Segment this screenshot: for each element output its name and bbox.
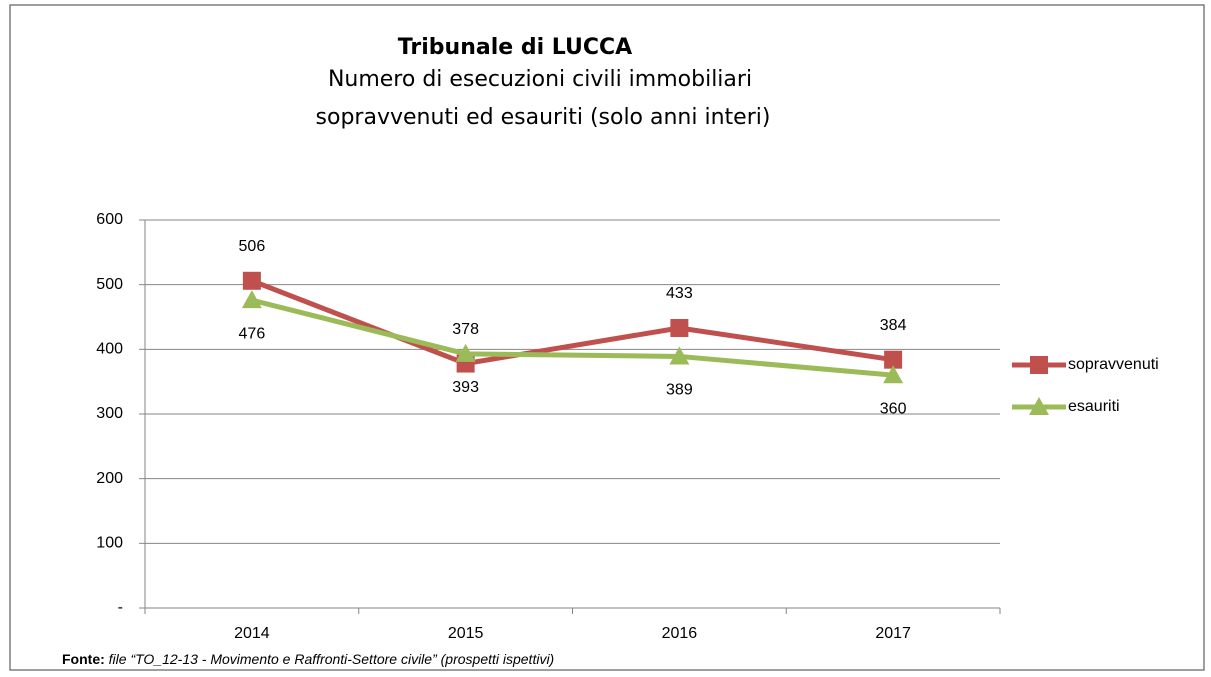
- y-tick-label: 600: [96, 211, 123, 228]
- chart-subtitle: Numero di esecuzioni civili immobiliari: [328, 67, 752, 92]
- marker: [669, 346, 690, 365]
- data-label: 384: [880, 317, 907, 334]
- y-tick-label: 100: [96, 535, 123, 552]
- y-tick-label: -: [118, 599, 123, 616]
- x-tick-label: 2017: [875, 625, 911, 642]
- data-label: 360: [880, 400, 907, 417]
- y-tick-label: 400: [96, 341, 123, 358]
- series-line: [250, 278, 894, 367]
- source-note: Fonte: file “TO_12-13 - Movimento e Raff…: [62, 651, 554, 667]
- y-tick-label: 300: [96, 405, 123, 422]
- data-label: 393: [452, 379, 479, 396]
- x-tick-label: 2016: [662, 625, 698, 642]
- data-label: 433: [666, 285, 693, 302]
- chart-frame: [9, 4, 1205, 671]
- data-label: 389: [666, 382, 693, 399]
- marker: [242, 271, 261, 290]
- data-label: 378: [452, 321, 479, 338]
- data-label: 476: [239, 325, 266, 342]
- marker: [1030, 356, 1048, 374]
- legend-label: esauriti: [1068, 398, 1120, 415]
- chart-subtitle: sopravvenuti ed esauriti (solo anni inte…: [316, 105, 771, 130]
- y-tick-label: 500: [96, 276, 123, 293]
- source-label: Fonte:: [62, 651, 105, 667]
- x-tick-label: 2015: [448, 625, 484, 642]
- marker: [883, 365, 904, 384]
- marker: [884, 350, 903, 369]
- y-tick-label: 200: [96, 470, 123, 487]
- marker: [455, 343, 476, 362]
- source-text: file “TO_12-13 - Movimento e Raffronti-S…: [109, 651, 555, 667]
- legend-label: sopravvenuti: [1068, 356, 1159, 373]
- x-tick-label: 2014: [234, 625, 270, 642]
- data-label: 506: [239, 238, 266, 255]
- marker: [670, 318, 689, 337]
- chart-title: Tribunale di LUCCA: [398, 35, 632, 60]
- series-line: [251, 297, 894, 378]
- marker: [241, 290, 262, 309]
- marker: [1029, 397, 1049, 415]
